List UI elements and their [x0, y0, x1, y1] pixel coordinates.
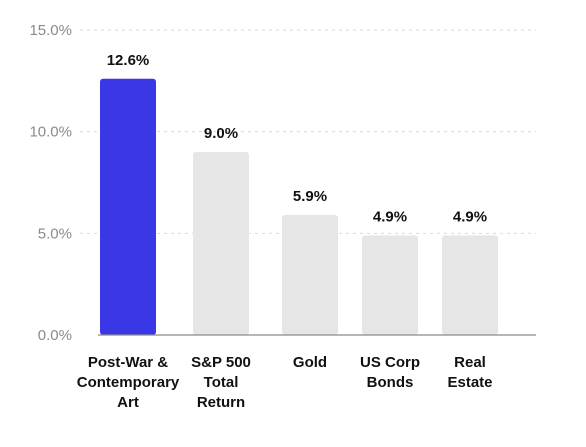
- x-tick-label-2-0: Gold: [293, 354, 327, 371]
- y-tick-label-3: 15.0%: [29, 22, 72, 39]
- x-tick-label-1-1: Total: [204, 374, 239, 391]
- y-tick-label-1: 5.0%: [38, 225, 72, 242]
- bar-2: [282, 215, 338, 335]
- x-tick-label-3-0: US Corp: [360, 354, 420, 371]
- x-tick-label-0-0: Post-War &: [88, 354, 168, 371]
- x-tick-label-4-1: Estate: [447, 374, 492, 391]
- y-tick-label-2: 10.0%: [29, 124, 72, 141]
- bar-4: [442, 235, 498, 335]
- data-label-3: 4.9%: [373, 208, 407, 225]
- bar-3: [362, 235, 418, 335]
- x-tick-label-1-2: Return: [197, 394, 245, 411]
- x-tick-label-3-1: Bonds: [367, 374, 414, 391]
- bar-1: [193, 152, 249, 335]
- x-tick-label-1-0: S&P 500: [191, 354, 251, 371]
- x-tick-label-0-1: Contemporary: [77, 374, 180, 391]
- data-label-2: 5.9%: [293, 188, 327, 205]
- x-tick-label-0-2: Art: [117, 394, 139, 411]
- bar-0: [100, 78, 156, 336]
- data-label-1: 9.0%: [204, 125, 238, 142]
- y-tick-label-0: 0.0%: [38, 327, 72, 344]
- data-label-0: 12.6%: [107, 52, 150, 69]
- x-tick-label-4-0: Real: [454, 354, 486, 371]
- data-label-4: 4.9%: [453, 208, 487, 225]
